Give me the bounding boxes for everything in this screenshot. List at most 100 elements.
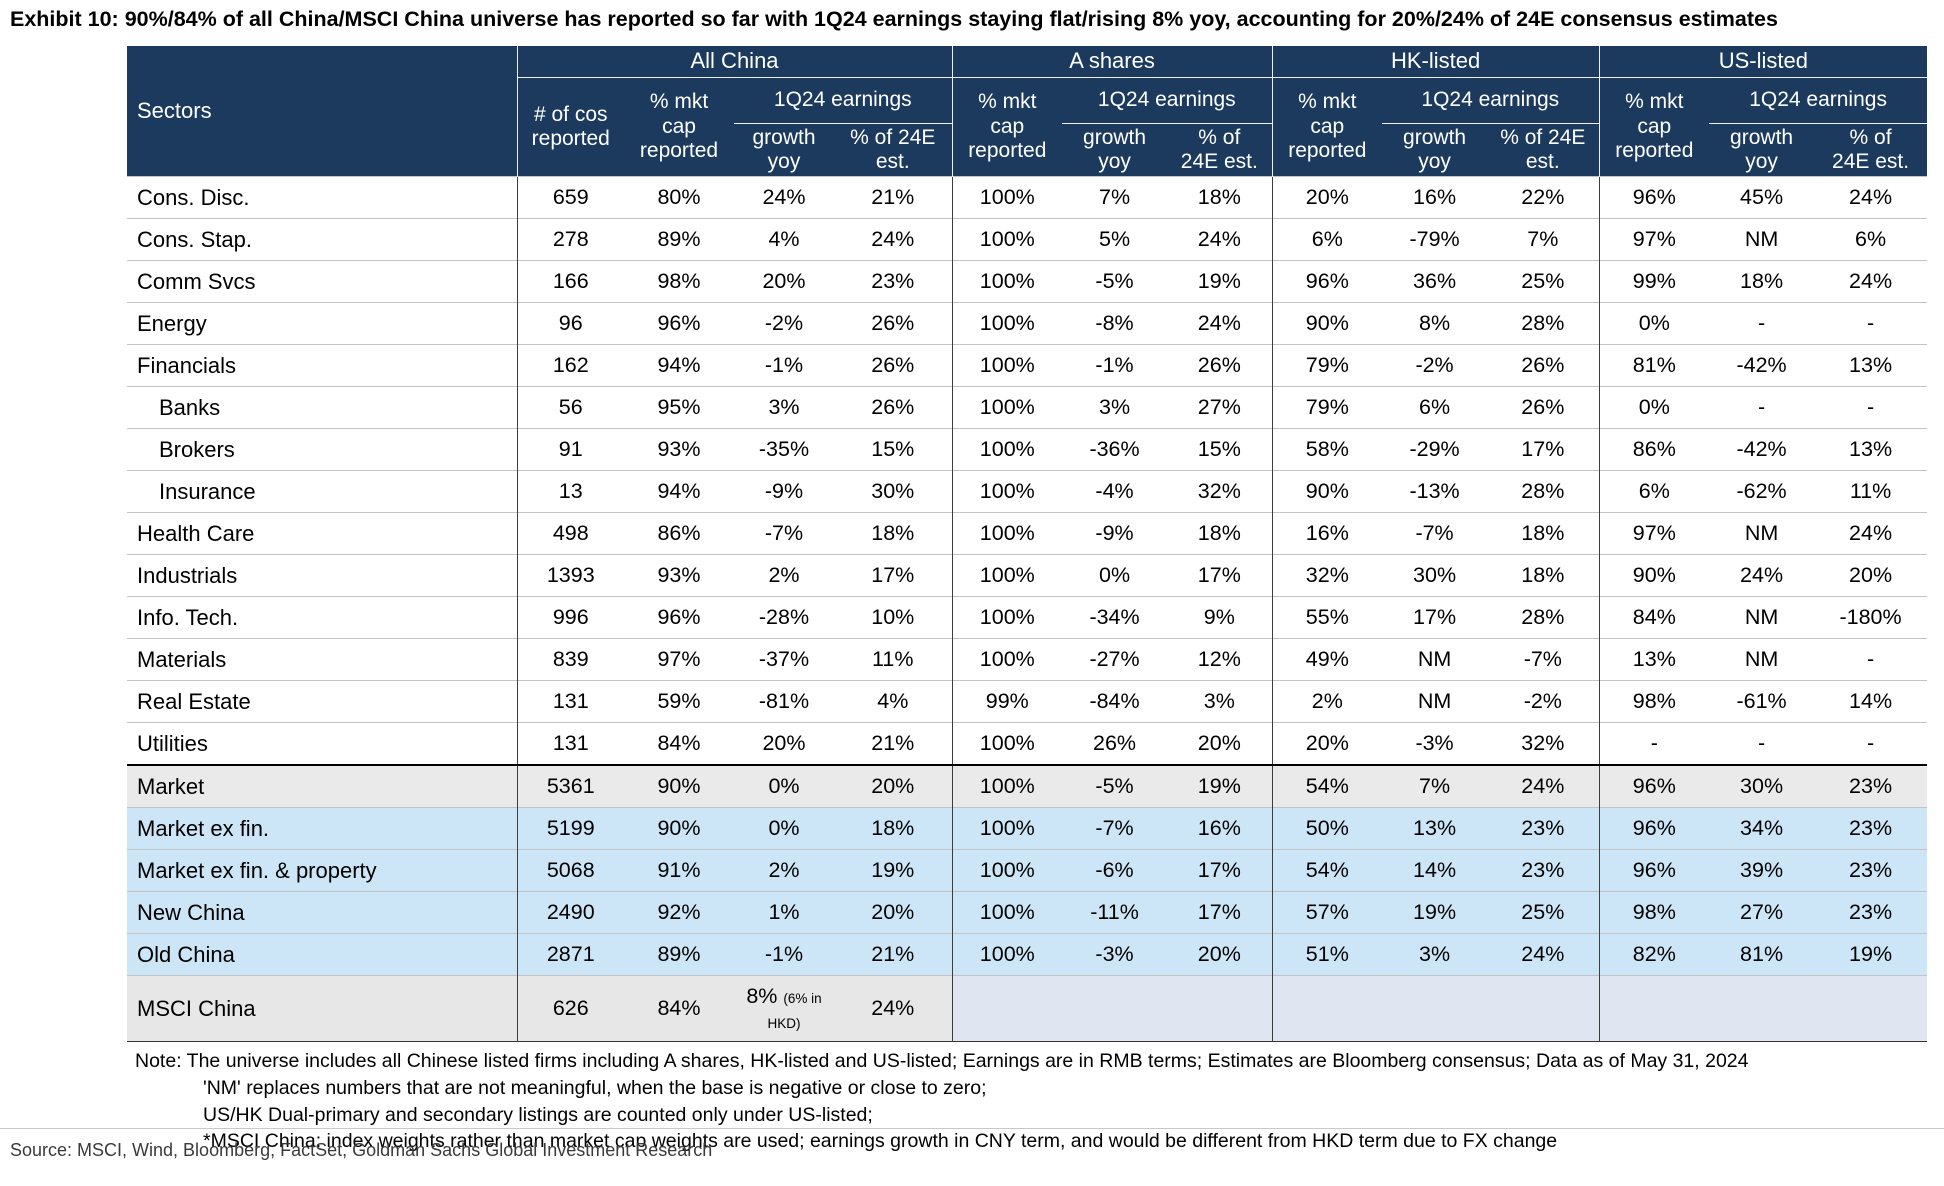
value-cell: -79% xyxy=(1382,218,1488,261)
value-cell: 16% xyxy=(1167,807,1273,850)
table-row: New China 2490 92% 1% 20% 100% -11% 17% 57% 19% 25… xyxy=(127,891,1928,934)
value-cell: - xyxy=(1814,638,1928,681)
earnings-header-hk: 1Q24 earnings xyxy=(1382,77,1600,124)
value-cell: 17% xyxy=(1382,596,1488,639)
value-cell: 839 xyxy=(516,638,624,681)
value-cell: 13 xyxy=(516,470,624,513)
value-cell: 100% xyxy=(951,218,1063,261)
value-cell: 12% xyxy=(1167,638,1273,681)
value-cell: 97% xyxy=(624,638,734,681)
value-cell: 498 xyxy=(516,512,624,555)
value-cell: 90% xyxy=(1271,302,1383,345)
value-cell: 45% xyxy=(1709,176,1815,219)
value-cell: 28% xyxy=(1487,302,1600,345)
value-cell: 90% xyxy=(624,764,734,808)
value-cell: -1% xyxy=(734,344,834,387)
value-cell: 96% xyxy=(1598,849,1710,892)
value-cell: 20% xyxy=(834,891,953,934)
value-cell: 15% xyxy=(834,428,953,471)
value-cell: 21% xyxy=(834,176,953,219)
value-cell: 19% xyxy=(834,849,953,892)
earnings-header-us: 1Q24 earnings xyxy=(1709,77,1928,124)
value-cell: 100% xyxy=(951,428,1063,471)
table-body: Cons. Disc. 659 80% 24% 21% 100% 7% 18% 20% 16% 22… xyxy=(127,176,1928,1042)
value-cell: 3% xyxy=(734,386,834,429)
value-cell: - xyxy=(1814,302,1928,345)
value-cell: 26% xyxy=(1062,722,1168,766)
value-cell: 18% xyxy=(834,807,953,850)
value-cell: - xyxy=(1598,722,1710,766)
exhibit-title: Exhibit 10: 90%/84% of all China/MSCI Ch… xyxy=(10,7,1778,31)
table-row: Cons. Disc. 659 80% 24% 21% 100% 7% 18% 20% 16% 22… xyxy=(127,176,1928,219)
value-cell: 51% xyxy=(1271,933,1383,976)
value-cell: -1% xyxy=(734,933,834,976)
value-cell: 18% xyxy=(1709,260,1815,303)
value-cell: 96% xyxy=(624,596,734,639)
value-cell: -7% xyxy=(1382,512,1488,555)
value-cell: 0% xyxy=(734,807,834,850)
value-cell: -61% xyxy=(1709,680,1815,723)
value-cell: -7% xyxy=(1487,638,1600,681)
value-cell: 26% xyxy=(1487,386,1600,429)
table-row: Info. Tech. 996 96% -28% 10% 100% -34% 9% 55% 17%… xyxy=(127,596,1928,639)
value-cell: 26% xyxy=(834,386,953,429)
value-cell: 98% xyxy=(624,260,734,303)
value-cell: 18% xyxy=(834,512,953,555)
value-cell: -180% xyxy=(1814,596,1928,639)
value-cell: 24% xyxy=(1709,554,1815,597)
value-cell: 86% xyxy=(624,512,734,555)
value-cell: 100% xyxy=(951,302,1063,345)
value-cell: NM xyxy=(1709,596,1815,639)
value-cell: 30% xyxy=(834,470,953,513)
value-cell xyxy=(951,975,1063,1042)
value-cell: 5199 xyxy=(516,807,624,850)
value-cell: NM xyxy=(1709,638,1815,681)
value-cell: -36% xyxy=(1062,428,1168,471)
value-cell: 626 xyxy=(516,975,624,1042)
value-cell: -34% xyxy=(1062,596,1168,639)
table-row: Brokers 91 93% -35% 15% 100% -36% 15% 58% -29% 17%… xyxy=(127,428,1928,471)
value-cell: 100% xyxy=(951,849,1063,892)
value-cell: 54% xyxy=(1271,764,1383,808)
value-cell: 26% xyxy=(834,344,953,387)
value-cell: 100% xyxy=(951,260,1063,303)
value-cell: 0% xyxy=(1598,386,1710,429)
value-cell: 4% xyxy=(834,680,953,723)
value-cell: 18% xyxy=(1487,554,1600,597)
value-cell: 22% xyxy=(1487,176,1600,219)
value-cell: 91 xyxy=(516,428,624,471)
value-cell: 26% xyxy=(834,302,953,345)
group-a-shares: A shares xyxy=(951,46,1273,78)
value-cell: 23% xyxy=(1814,764,1928,808)
value-cell xyxy=(1382,975,1488,1042)
value-cell: -27% xyxy=(1062,638,1168,681)
table-row: Real Estate 131 59% -81% 4% 99% -84% 3% 2% NM -2% 9… xyxy=(127,680,1928,723)
value-cell: 2% xyxy=(1271,680,1383,723)
value-cell: -28% xyxy=(734,596,834,639)
value-cell: -7% xyxy=(1062,807,1168,850)
value-cell: 56 xyxy=(516,386,624,429)
value-cell: 84% xyxy=(624,722,734,766)
group-header-row: Sectors All China A shares HK-listed US-… xyxy=(127,46,1928,177)
value-cell: 24% xyxy=(1487,933,1600,976)
col-header-mktcap-allchina: % mkt cap reported xyxy=(624,77,734,177)
value-cell: 84% xyxy=(1598,596,1710,639)
value-cell: 13% xyxy=(1382,807,1488,850)
value-cell: 23% xyxy=(834,260,953,303)
earnings-table: Sectors All China A shares HK-listed US-… xyxy=(127,46,1928,1043)
value-cell: 659 xyxy=(516,176,624,219)
value-cell: 11% xyxy=(1814,470,1928,513)
value-cell: 50% xyxy=(1271,807,1383,850)
value-cell: 14% xyxy=(1814,680,1928,723)
table-row: Industrials 1393 93% 2% 17% 100% 0% 17% 32% 30% 18… xyxy=(127,554,1928,597)
value-cell: 95% xyxy=(624,386,734,429)
table-row: Market ex fin. & property 5068 91% 2% 19% 100… xyxy=(127,849,1928,892)
table-row: Banks 56 95% 3% 26% 100% 3% 27% 79% 6% 26% 0% - - xyxy=(127,386,1928,429)
value-cell: 14% xyxy=(1382,849,1488,892)
value-cell: -42% xyxy=(1709,428,1815,471)
value-cell: 10% xyxy=(834,596,953,639)
value-cell xyxy=(1167,975,1273,1042)
value-cell: 97% xyxy=(1598,512,1710,555)
sector-name: Utilities xyxy=(127,722,517,766)
value-cell: 98% xyxy=(1598,891,1710,934)
